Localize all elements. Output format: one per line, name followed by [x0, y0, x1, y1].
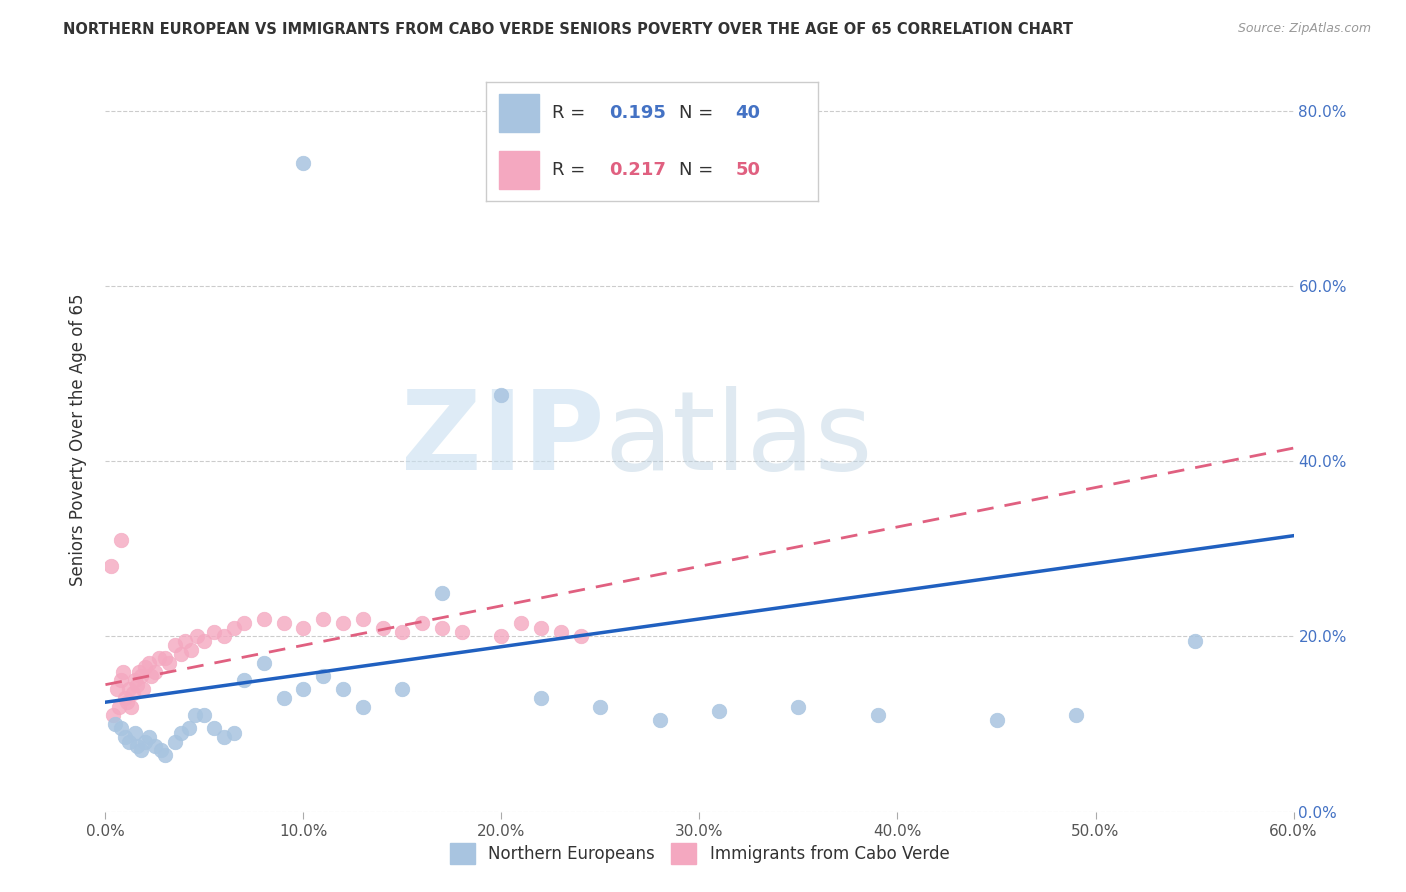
Point — [122, 686, 145, 700]
Point — [153, 651, 176, 665]
Point — [510, 616, 533, 631]
Point — [177, 722, 200, 736]
Y-axis label: Seniors Poverty Over the Age of 65: Seniors Poverty Over the Age of 65 — [69, 293, 87, 585]
Point — [112, 665, 135, 679]
Point — [550, 625, 572, 640]
Point — [173, 633, 195, 648]
Point — [103, 708, 125, 723]
Point — [127, 739, 149, 753]
Point — [569, 630, 592, 644]
Point — [371, 621, 394, 635]
Point — [1184, 633, 1206, 648]
Point — [163, 734, 186, 748]
Point — [214, 730, 236, 744]
Point — [214, 630, 236, 644]
Point — [139, 669, 162, 683]
Point — [253, 612, 276, 626]
Point — [127, 678, 149, 692]
Point — [183, 708, 205, 723]
Point — [491, 388, 513, 402]
Point — [170, 647, 193, 661]
Point — [129, 669, 152, 683]
Point — [170, 726, 193, 740]
Point — [143, 665, 166, 679]
Point — [589, 699, 612, 714]
Point — [186, 630, 208, 644]
Point — [157, 656, 180, 670]
Point — [352, 612, 374, 626]
Point — [332, 616, 354, 631]
Point — [124, 726, 146, 740]
Point — [143, 739, 166, 753]
Point — [233, 616, 256, 631]
Point — [986, 713, 1008, 727]
Point — [118, 681, 141, 696]
Point — [180, 642, 202, 657]
Point — [120, 699, 142, 714]
Point — [108, 699, 131, 714]
Point — [648, 713, 671, 727]
Text: NORTHERN EUROPEAN VS IMMIGRANTS FROM CABO VERDE SENIORS POVERTY OVER THE AGE OF : NORTHERN EUROPEAN VS IMMIGRANTS FROM CAB… — [63, 22, 1073, 37]
Point — [1064, 708, 1087, 723]
Point — [110, 533, 132, 547]
Point — [391, 681, 413, 696]
Text: atlas: atlas — [605, 386, 873, 492]
Point — [352, 699, 374, 714]
Point — [202, 625, 225, 640]
Point — [128, 665, 150, 679]
Point — [100, 559, 122, 574]
Point — [391, 625, 413, 640]
Point — [124, 673, 146, 688]
Point — [153, 747, 176, 762]
Point — [530, 690, 553, 705]
Point — [411, 616, 433, 631]
Point — [134, 734, 156, 748]
Point — [193, 633, 215, 648]
Point — [149, 743, 172, 757]
Point — [132, 681, 155, 696]
Point — [273, 616, 295, 631]
Point — [866, 708, 889, 723]
Point — [233, 673, 256, 688]
Point — [105, 681, 128, 696]
Point — [430, 585, 453, 599]
Point — [709, 704, 731, 718]
Point — [115, 695, 138, 709]
Point — [491, 630, 513, 644]
Point — [292, 621, 315, 635]
Point — [430, 621, 453, 635]
Point — [110, 673, 132, 688]
Point — [253, 656, 276, 670]
Point — [202, 722, 225, 736]
Point — [224, 726, 246, 740]
Text: ZIP: ZIP — [401, 386, 605, 492]
Point — [224, 621, 246, 635]
Point — [530, 621, 553, 635]
Point — [273, 690, 295, 705]
Point — [312, 669, 335, 683]
Point — [110, 722, 132, 736]
Point — [292, 156, 315, 170]
Point — [138, 656, 160, 670]
Point — [138, 730, 160, 744]
Point — [787, 699, 810, 714]
Point — [114, 730, 136, 744]
Point — [148, 651, 170, 665]
Point — [129, 743, 152, 757]
Point — [118, 734, 141, 748]
Point — [193, 708, 215, 723]
Point — [163, 638, 186, 652]
Point — [134, 660, 156, 674]
Point — [292, 681, 315, 696]
Point — [312, 612, 335, 626]
Point — [332, 681, 354, 696]
Point — [450, 625, 472, 640]
Point — [104, 717, 127, 731]
Text: Source: ZipAtlas.com: Source: ZipAtlas.com — [1237, 22, 1371, 36]
Legend: Northern Europeans, Immigrants from Cabo Verde: Northern Europeans, Immigrants from Cabo… — [443, 837, 956, 871]
Point — [114, 690, 136, 705]
